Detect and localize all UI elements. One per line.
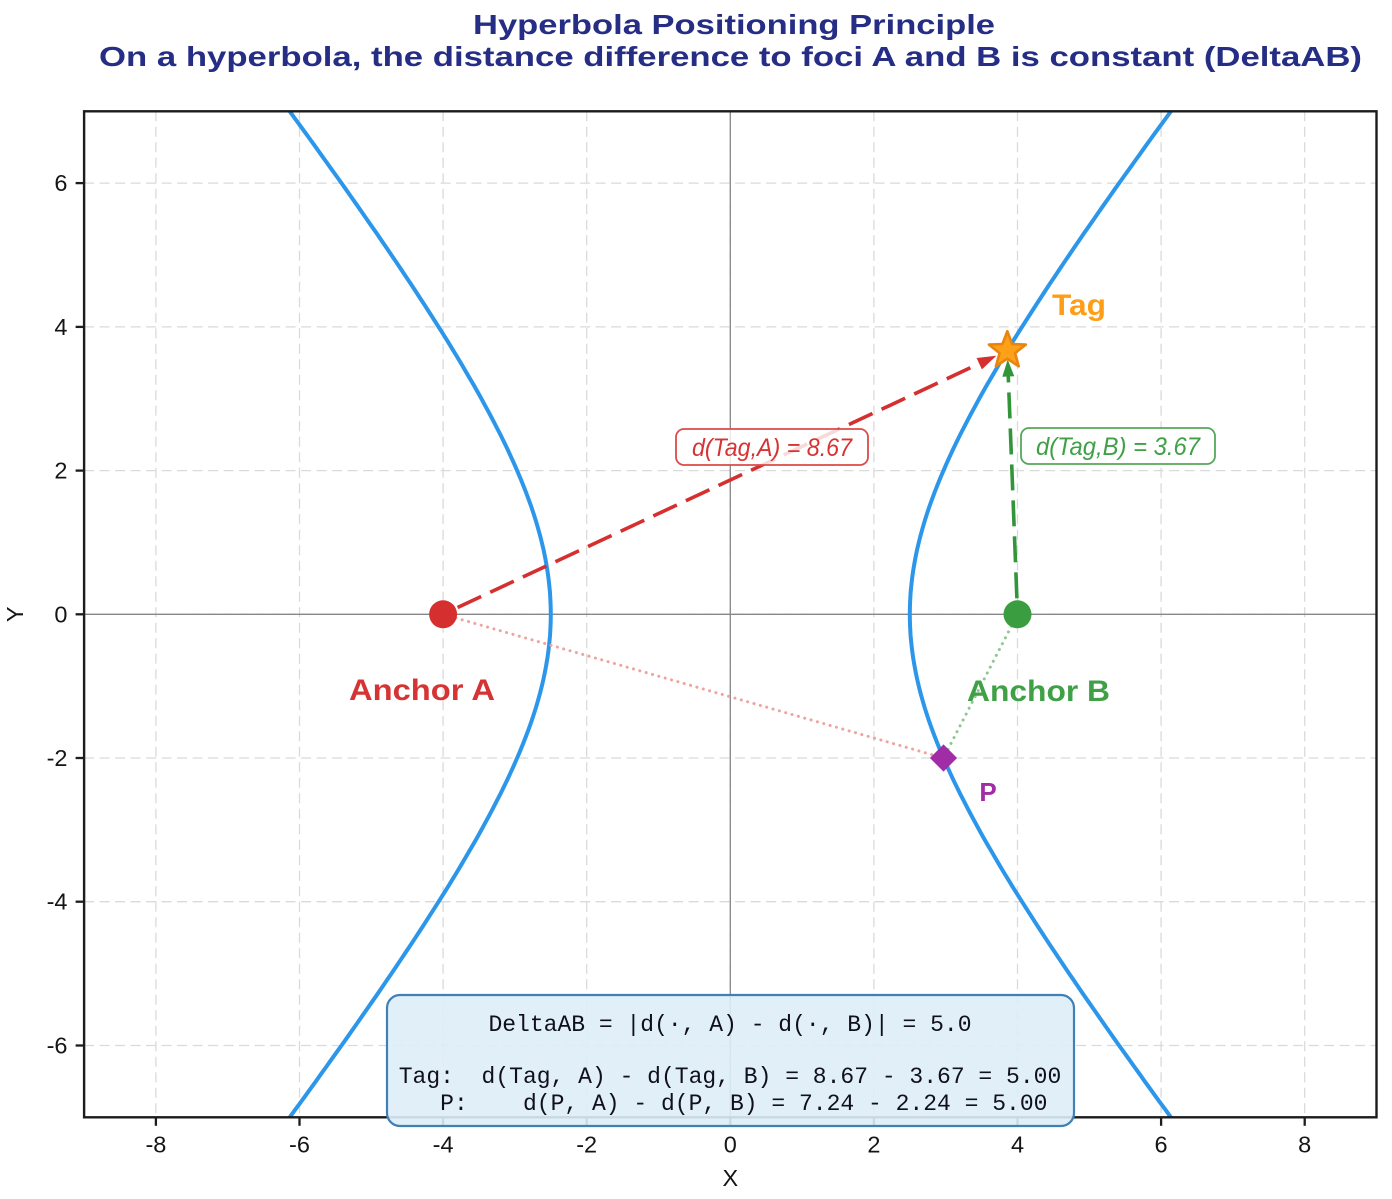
svg-text:X: X (722, 1165, 738, 1191)
svg-text:6: 6 (1155, 1132, 1168, 1158)
svg-text:-6: -6 (289, 1132, 310, 1158)
svg-text:Anchor B: Anchor B (967, 675, 1110, 708)
svg-text:Tag: d(Tag, A) - d(Tag, B) =: Tag: d(Tag, A) - d(Tag, B) = 8.67 - 3.67… (399, 1064, 1062, 1090)
svg-text:P: P (979, 777, 996, 807)
svg-text:Hyperbola Positioning Principl: Hyperbola Positioning Principle (473, 9, 995, 40)
svg-text:6: 6 (54, 170, 67, 196)
svg-text:-8: -8 (145, 1132, 166, 1158)
svg-text:d(Tag,B) = 3.67: d(Tag,B) = 3.67 (1036, 433, 1201, 461)
svg-text:-4: -4 (433, 1132, 454, 1158)
svg-text:P: d(P, A) - d(P, B) = 7.24: P: d(P, A) - d(P, B) = 7.24 - 2.24 = 5.0… (413, 1091, 1048, 1117)
svg-text:-2: -2 (47, 745, 68, 771)
svg-text:4: 4 (54, 314, 67, 340)
svg-text:Tag: Tag (1052, 289, 1106, 322)
svg-text:-4: -4 (47, 889, 68, 915)
svg-text:2: 2 (54, 458, 67, 484)
svg-text:On a hyperbola, the distance d: On a hyperbola, the distance difference … (99, 41, 1362, 72)
svg-text:-2: -2 (576, 1132, 597, 1158)
svg-text:Anchor A: Anchor A (349, 674, 495, 707)
svg-text:Y: Y (2, 606, 28, 622)
svg-text:-6: -6 (47, 1033, 68, 1059)
svg-text:d(Tag,A) = 8.67: d(Tag,A) = 8.67 (692, 434, 853, 462)
svg-text:2: 2 (867, 1132, 880, 1158)
svg-text:DeltaAB = |d(·, A) - d(·, B)|: DeltaAB = |d(·, A) - d(·, B)| = 5.0 (488, 1012, 971, 1038)
svg-text:0: 0 (724, 1132, 737, 1158)
svg-text:4: 4 (1011, 1132, 1024, 1158)
svg-text:0: 0 (54, 601, 67, 627)
svg-text:8: 8 (1298, 1132, 1311, 1158)
